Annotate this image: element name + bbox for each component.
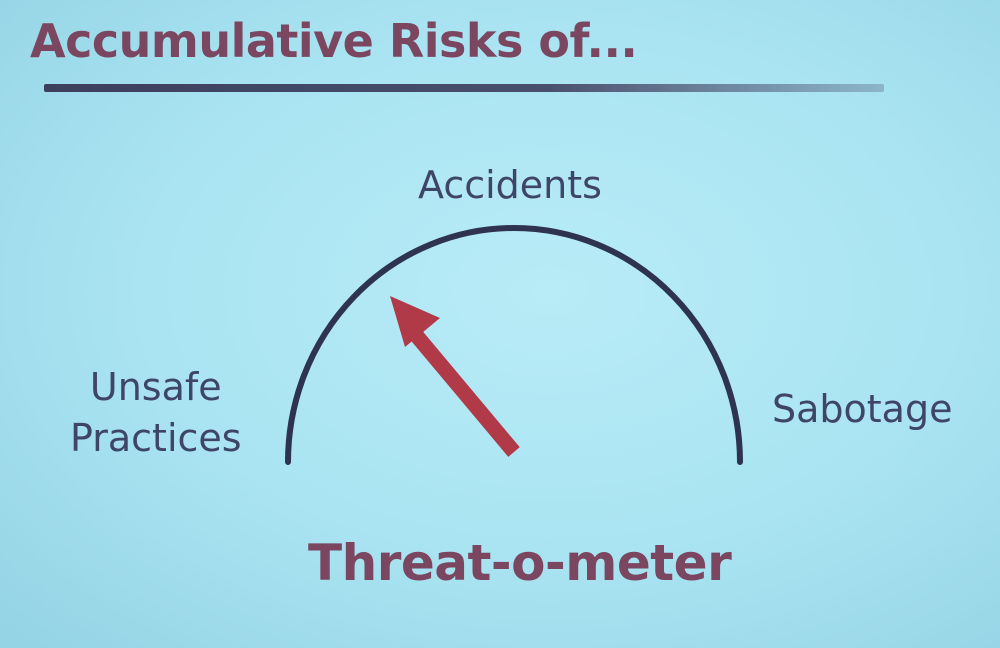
scale-label-unsafe-line1: Unsafe [89,365,222,409]
title-underline [44,84,884,92]
slide-title: Accumulative Risks of... [30,14,638,68]
scale-label-accidents: Accidents [418,163,602,207]
gauge-arc [285,225,743,465]
scale-label-unsafe-line2: Practices [70,416,242,461]
gauge-name: Threat-o-meter [308,534,732,592]
scale-label-unsafe-practices: Unsafe Practices [70,362,242,465]
scale-label-sabotage: Sabotage [772,387,953,431]
needle-arrowhead [390,296,440,347]
gauge-needle [390,296,520,457]
needle-shaft [410,330,520,457]
